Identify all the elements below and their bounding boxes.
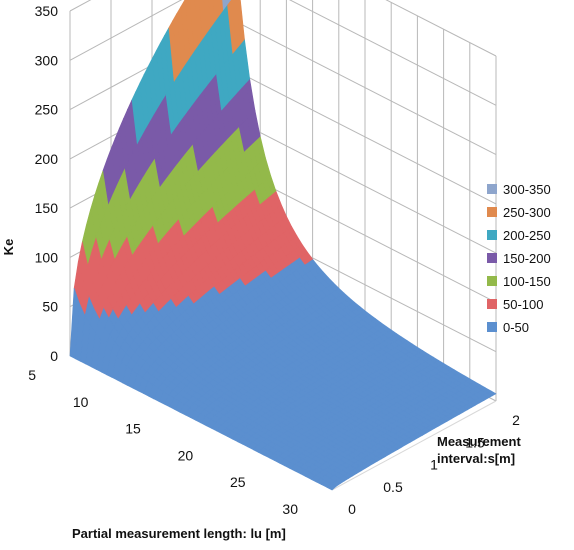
y-tick-label: 1.5 (465, 434, 485, 450)
surface-cell (217, 0, 224, 17)
z-tick-label: 100 (35, 249, 59, 265)
surface-cell (221, 0, 228, 12)
surface-cell (69, 288, 80, 360)
legend-label: 300-350 (503, 182, 551, 197)
legend-swatch (487, 253, 497, 263)
y-tick-label: 1 (430, 457, 438, 473)
gridline (331, 400, 497, 491)
z-tick-label: 350 (35, 3, 59, 19)
legend-swatch (487, 184, 497, 194)
z-tick-label: 300 (35, 52, 59, 68)
gridline (69, 0, 497, 106)
x-tick-label: 20 (178, 447, 194, 463)
gridline (69, 0, 497, 57)
y-axis-title-line2: interval:s[m] (437, 451, 515, 466)
legend-label: 100-150 (503, 274, 551, 289)
legend-swatch (487, 230, 497, 240)
x-axis-title: Partial measurement length: lu [m] (72, 526, 286, 541)
x-tick-label: 10 (73, 394, 89, 410)
legend-label: 200-250 (503, 228, 551, 243)
legend-label: 150-200 (503, 251, 551, 266)
z-tick-label: 0 (50, 348, 58, 364)
legend-label: 0-50 (503, 320, 529, 335)
legend-swatch (487, 322, 497, 332)
y-tick-label: 2 (512, 412, 520, 428)
surface-cell (226, 0, 232, 6)
legend-label: 250-300 (503, 205, 551, 220)
z-axis-title: Ke (1, 239, 16, 256)
z-tick-label: 50 (42, 299, 58, 315)
y-axis-title-line1: Measurement (437, 434, 521, 449)
x-tick-label: 25 (230, 474, 246, 490)
legend-swatch (487, 299, 497, 309)
x-tick-label: 15 (125, 421, 141, 437)
x-tick-label: 5 (28, 367, 36, 383)
legend: 300-350 250-300 200-250 150-200 100-150 50-10… (487, 182, 551, 335)
legend-swatch (487, 276, 497, 286)
z-tick-label: 200 (35, 151, 59, 167)
z-tick-label: 250 (35, 102, 59, 118)
surface-plot (69, 0, 497, 491)
z-tick-label: 150 (35, 200, 59, 216)
y-tick-label: 0.5 (383, 479, 403, 495)
y-tick-label: 0 (348, 501, 356, 517)
legend-swatch (487, 207, 497, 217)
x-tick-label: 30 (282, 501, 298, 517)
legend-label: 50-100 (503, 297, 543, 312)
